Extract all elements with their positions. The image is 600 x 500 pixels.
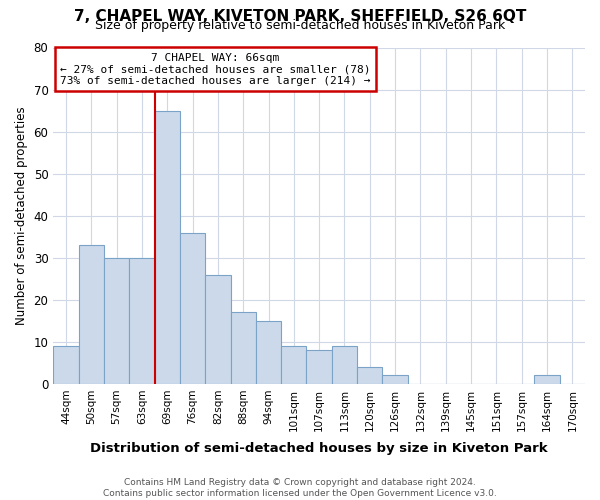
X-axis label: Distribution of semi-detached houses by size in Kiveton Park: Distribution of semi-detached houses by … [91,442,548,455]
Bar [155,110,180,384]
Bar [129,258,155,384]
Bar [53,346,79,384]
Bar [180,232,205,384]
Bar [382,376,408,384]
Bar [307,350,332,384]
Text: 7 CHAPEL WAY: 66sqm
← 27% of semi-detached houses are smaller (78)
73% of semi-d: 7 CHAPEL WAY: 66sqm ← 27% of semi-detach… [60,52,371,86]
Bar [104,258,129,384]
Bar [535,376,560,384]
Bar [230,312,256,384]
Text: 7, CHAPEL WAY, KIVETON PARK, SHEFFIELD, S26 6QT: 7, CHAPEL WAY, KIVETON PARK, SHEFFIELD, … [74,9,526,24]
Bar [256,321,281,384]
Bar [205,274,230,384]
Bar [332,346,357,384]
Bar [281,346,307,384]
Bar [357,367,382,384]
Text: Contains HM Land Registry data © Crown copyright and database right 2024.
Contai: Contains HM Land Registry data © Crown c… [103,478,497,498]
Y-axis label: Number of semi-detached properties: Number of semi-detached properties [15,106,28,325]
Bar [79,245,104,384]
Text: Size of property relative to semi-detached houses in Kiveton Park: Size of property relative to semi-detach… [95,18,505,32]
